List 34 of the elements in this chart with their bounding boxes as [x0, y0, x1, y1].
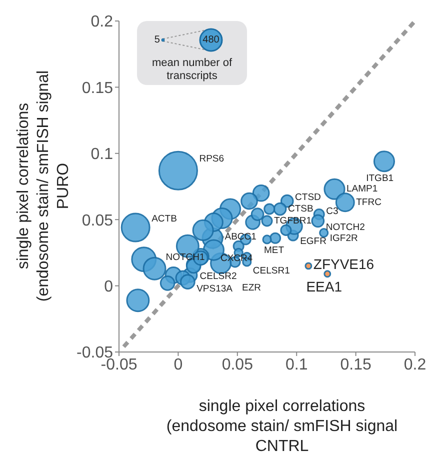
annotation: ACTB	[152, 214, 177, 225]
annotation: EEA1	[306, 278, 342, 294]
x-tick-label: 0.1	[285, 356, 308, 374]
annotation: ZFYVE16	[313, 256, 374, 272]
x-tick-label: 0.2	[404, 356, 426, 374]
annotation: LAMP1	[346, 184, 378, 195]
annotation: IGF2R	[330, 232, 358, 244]
annotation: RPS6	[199, 154, 224, 165]
size-legend: 5 480 mean number of transcripts	[137, 21, 247, 85]
x-tick-label: 0.15	[340, 356, 372, 374]
annotation: NOTCH2	[326, 222, 365, 233]
y-tick-label: 0	[104, 278, 114, 296]
x-tick-label: 0.05	[222, 356, 254, 374]
annotation: C3	[326, 206, 338, 217]
y-axis-title: single pixel correlations (endosome stain/ smFISH signal PURO	[15, 70, 72, 302]
y-tick-label: 0.1	[90, 146, 114, 164]
annotation: VPS13A	[196, 283, 234, 294]
annotation: MET	[264, 244, 284, 256]
annotation: CELSR1	[252, 266, 290, 277]
annotation: ITGB1	[366, 173, 394, 184]
annotation: CTSB	[288, 204, 314, 215]
y-tick-label: 0.05	[82, 212, 114, 230]
annotation: EZR	[242, 282, 262, 294]
legend-label: 480	[202, 34, 220, 46]
y-tick-label: 0.15	[82, 80, 114, 97]
y-tick-label: 0.2	[90, 14, 114, 31]
x-tick-label: 0	[174, 356, 183, 374]
legend-label: 5	[154, 34, 160, 46]
annotation: CELSR2	[200, 271, 237, 282]
legend-title: mean number of transcripts	[152, 57, 233, 82]
annotation: CTSD	[295, 192, 322, 204]
x-axis-title: single pixel correlations (endosome stain/ smFISH signal CNTRL	[166, 398, 398, 455]
annotation: EGFR	[300, 236, 327, 247]
annotation: TFRC	[356, 196, 382, 208]
